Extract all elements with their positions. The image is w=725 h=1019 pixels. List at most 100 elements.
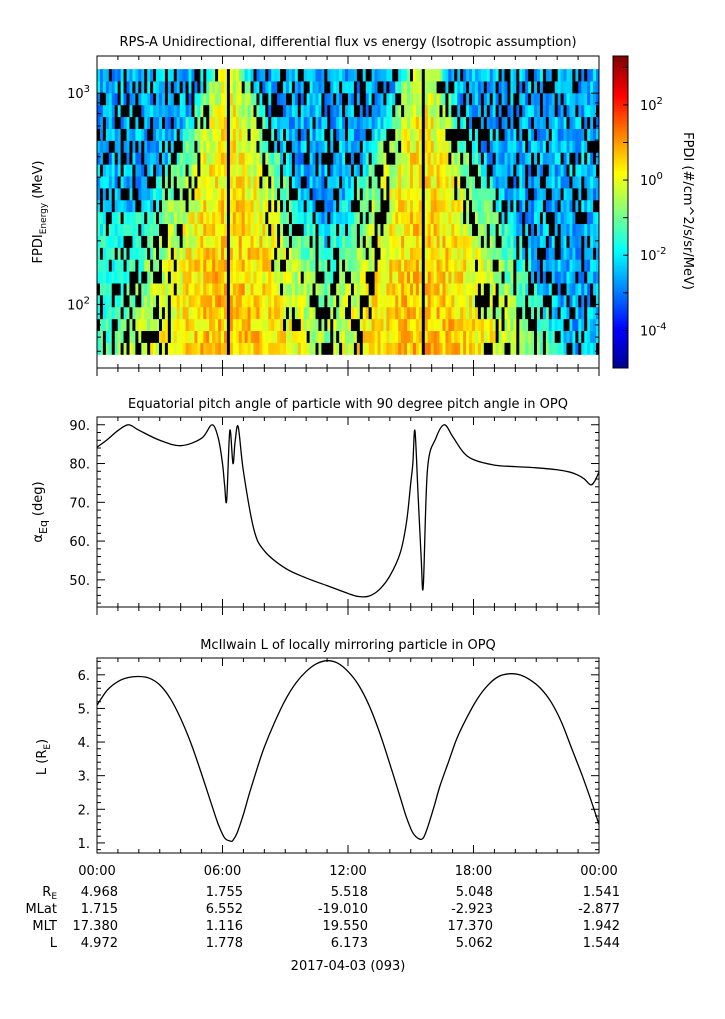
spectrogram-cell bbox=[418, 306, 423, 320]
spectrogram-cell bbox=[566, 283, 570, 296]
spectrogram-cell bbox=[584, 187, 588, 201]
spectrogram-cell bbox=[395, 283, 399, 296]
spectrogram-cell bbox=[557, 187, 562, 201]
spectrogram-cell bbox=[153, 223, 157, 236]
colorbar-swatch bbox=[613, 147, 628, 151]
spectrogram-cell bbox=[492, 283, 497, 296]
spectrogram-cell bbox=[495, 318, 499, 332]
spectrogram-cell bbox=[138, 128, 142, 141]
pitch-angle-y-label-unit: (deg) bbox=[31, 481, 46, 516]
spectrogram-cell bbox=[170, 223, 175, 236]
spectrogram-cell bbox=[348, 116, 352, 129]
spectrogram-cell bbox=[268, 187, 272, 201]
spectrogram-cell bbox=[454, 211, 458, 225]
spectrogram-cell bbox=[501, 247, 505, 260]
spectrogram-cell bbox=[501, 283, 505, 296]
spectrogram-cell bbox=[129, 199, 133, 213]
spectrogram-cell bbox=[566, 318, 570, 332]
spectrogram-cell bbox=[463, 294, 467, 308]
spectrogram-cell bbox=[99, 342, 104, 355]
spectrogram-cell bbox=[120, 69, 124, 82]
spectrogram-cell bbox=[492, 176, 497, 189]
spectrogram-cell bbox=[404, 128, 408, 141]
colorbar-swatch bbox=[613, 300, 628, 304]
spectrogram-cell bbox=[545, 330, 550, 343]
spectrogram-cell bbox=[501, 69, 505, 82]
spectrogram-cell bbox=[244, 259, 248, 272]
spectrogram-cell bbox=[421, 116, 426, 129]
spectrogram-cell bbox=[507, 81, 511, 94]
spectrogram-cell bbox=[365, 235, 370, 248]
spectrogram-cell bbox=[566, 187, 570, 201]
spectrogram-cell bbox=[486, 92, 491, 106]
spectrogram-cell bbox=[203, 81, 207, 94]
spectrogram-cell bbox=[427, 306, 432, 320]
spectrogram-cell bbox=[141, 342, 145, 355]
spectrogram-cell bbox=[294, 283, 299, 296]
spectrogram-cell bbox=[531, 247, 535, 260]
spectrogram-cell bbox=[200, 318, 204, 332]
spectrogram-cell bbox=[427, 81, 432, 94]
spectrogram-cell bbox=[212, 69, 216, 82]
spectrogram-cell bbox=[368, 81, 373, 94]
spectrogram-cell bbox=[477, 259, 482, 272]
spectrogram-cell bbox=[167, 128, 172, 141]
spectrogram-cell bbox=[265, 306, 269, 320]
spectrogram-cell bbox=[448, 342, 452, 355]
spectrogram-cell bbox=[398, 116, 402, 129]
spectrogram-cell bbox=[247, 330, 251, 343]
spectrogram-cell bbox=[389, 342, 393, 355]
spectrogram-cell bbox=[159, 330, 163, 343]
spectrogram-cell bbox=[123, 318, 127, 332]
spectrogram-cell bbox=[531, 211, 535, 225]
colorbar-swatch bbox=[613, 238, 628, 242]
spectrogram-cell bbox=[513, 164, 517, 177]
spectrogram-cell bbox=[495, 92, 499, 106]
spectrogram-cell bbox=[126, 69, 130, 82]
spectrogram-cell bbox=[510, 259, 514, 272]
spectrogram-cell bbox=[123, 199, 127, 213]
spectrogram-cell bbox=[528, 199, 532, 213]
spectrogram-cell bbox=[593, 140, 597, 153]
spectrogram-cell bbox=[268, 176, 272, 189]
spectrogram-cell bbox=[545, 318, 550, 332]
spectrogram-cell bbox=[194, 259, 198, 272]
spectrogram-cell bbox=[519, 199, 523, 213]
spectrogram-cell bbox=[203, 199, 207, 213]
spectrogram-cell bbox=[410, 116, 414, 129]
spectrogram-cell bbox=[415, 128, 420, 141]
spectrogram-cell bbox=[333, 294, 337, 308]
spectrogram-cell bbox=[436, 306, 440, 320]
spectrogram-cell bbox=[581, 69, 585, 82]
spectrogram-cell bbox=[348, 283, 352, 296]
spectrogram-cell bbox=[590, 306, 594, 320]
spectrogram-cell bbox=[590, 92, 594, 106]
spectrogram-cell bbox=[433, 69, 437, 82]
spectrogram-cell bbox=[129, 140, 133, 153]
spectrogram-cell bbox=[200, 342, 204, 355]
spectrogram-cell bbox=[380, 69, 384, 82]
spectrogram-cell bbox=[383, 223, 387, 236]
spectrogram-cell bbox=[365, 104, 370, 118]
spectrogram-cell bbox=[469, 330, 473, 343]
spectrogram-cell bbox=[253, 152, 257, 165]
spectrogram-cell bbox=[401, 152, 405, 165]
spectrogram-cell bbox=[336, 164, 340, 177]
spectrogram-cell bbox=[291, 223, 296, 236]
spectrogram-cell bbox=[536, 140, 541, 153]
spectrogram-cell bbox=[401, 271, 405, 284]
spectrogram-cell bbox=[593, 318, 597, 332]
spectrogram-cell bbox=[218, 342, 222, 355]
spectrogram-cell bbox=[291, 69, 296, 82]
colorbar-swatch bbox=[613, 191, 628, 195]
spectrogram-cell bbox=[575, 259, 579, 272]
spectrogram-cell bbox=[412, 283, 417, 296]
spectrogram-cell bbox=[359, 128, 364, 141]
spectrogram-cell bbox=[356, 271, 361, 284]
ephemeris-value: 1.942 bbox=[583, 919, 620, 934]
spectrogram-cell bbox=[507, 283, 511, 296]
spectrogram-cell bbox=[578, 69, 582, 82]
spectrogram-cell bbox=[457, 152, 461, 165]
spectrogram-cell bbox=[191, 116, 195, 129]
spectrogram-cell bbox=[516, 92, 520, 106]
